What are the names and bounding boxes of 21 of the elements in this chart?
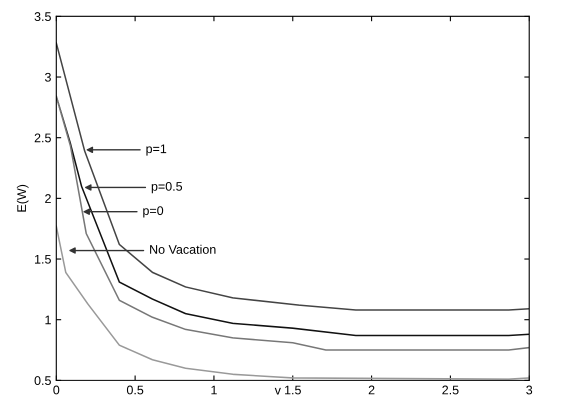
y-tick-label: 0.5 xyxy=(34,376,51,386)
y-tick-label: 2 xyxy=(45,194,51,203)
annotation: No Vacation xyxy=(150,244,216,254)
annotation: p=0 xyxy=(143,206,164,218)
annotation: p=1 xyxy=(146,144,166,156)
y-tick-label: 1 xyxy=(45,316,51,324)
x-tick-label: 3 xyxy=(526,386,532,394)
x-tick-label: 0.5 xyxy=(126,386,144,394)
x-tick-label: 2 xyxy=(368,386,374,394)
y-tick-label: 3.5 xyxy=(34,12,51,22)
x-axis-title: v xyxy=(274,388,281,395)
x-tick-label: 1.5 xyxy=(285,386,301,394)
x-tick-label: 0 xyxy=(53,386,60,394)
y-tick-label: 1.5 xyxy=(35,254,51,264)
line-series xyxy=(56,42,530,311)
y-tick-label: 2.5 xyxy=(34,133,51,142)
y-axis-title: E(W) xyxy=(16,184,28,212)
x-tick-label: 1 xyxy=(211,386,217,394)
y-tick-label: 3 xyxy=(44,72,51,82)
annotation: p=0.5 xyxy=(152,182,182,194)
x-tick-label: 2.5 xyxy=(442,386,459,394)
